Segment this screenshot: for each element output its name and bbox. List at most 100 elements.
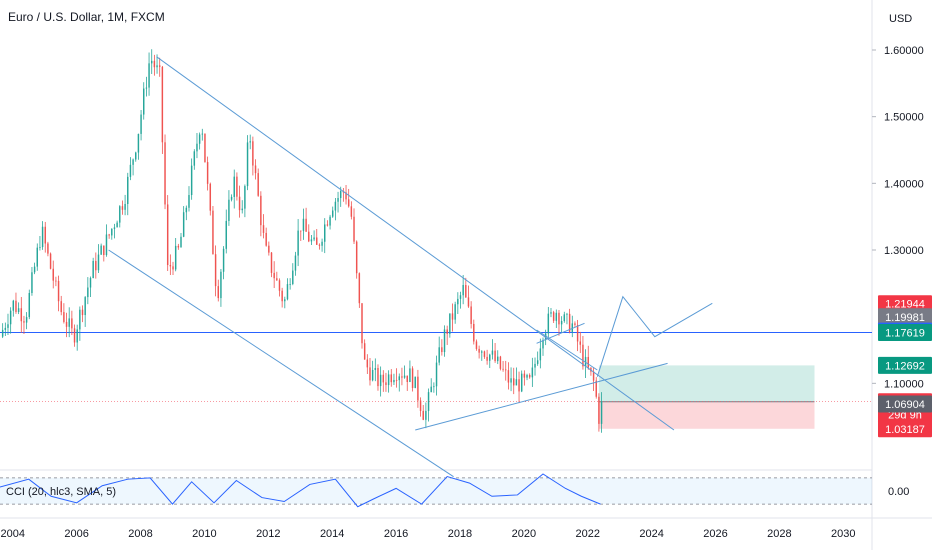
candle-body [385,382,387,386]
candle-body [39,247,41,248]
candle-body [403,375,406,378]
candle-body [214,254,217,287]
candle-body [209,183,212,211]
candle [497,350,499,365]
y-tick-label: 1.60000 [884,45,924,57]
candle-body [135,152,137,160]
candle-body [246,142,249,187]
candle [4,322,7,336]
candle [23,315,25,335]
candle [361,303,363,349]
candle-body [555,312,558,321]
candle-body [68,318,70,327]
candle [284,296,286,309]
candle-body [382,374,385,383]
candle [158,57,161,77]
candle-body [4,327,7,330]
candle [41,221,44,250]
price-tag: 1.19981 [878,308,932,326]
candle-body [284,299,286,302]
candle [409,360,411,383]
candle-body [188,195,190,208]
candle [206,156,209,191]
candle-body [587,356,589,368]
candle-body [536,360,539,364]
candle [76,324,78,351]
trendline-drawings[interactable] [108,56,713,478]
candle [49,252,52,270]
price-tag-label: 1.17619 [885,328,925,340]
candle-body [153,60,156,68]
candle [270,251,273,278]
candle-body [220,271,222,299]
candle [510,367,512,392]
candle-body [321,241,323,246]
candle [430,378,432,393]
price-axis[interactable]: USD 1.60000 1.50000 1.40000 1.30000 1.10000 [872,13,924,390]
candle [60,295,62,316]
price-tag-label: 1.12692 [885,360,925,372]
candle-body [454,304,456,320]
cci-indicator-label[interactable]: CCI (20, hlc3, SMA, 5) [6,486,117,498]
candle-body [409,368,411,382]
candle-body [483,351,486,357]
candle-body [180,236,182,248]
candle [324,218,326,254]
candle [483,350,486,359]
candle [313,230,315,242]
y-tick-label: 1.50000 [884,112,924,124]
candle [31,266,33,296]
candle [137,133,140,160]
candle-body [230,196,233,200]
projection-path [596,295,713,377]
candle-body [395,379,398,381]
candle [246,135,249,191]
candle-body [97,254,100,271]
candle [350,201,353,220]
candle [33,262,36,275]
candle-body [398,376,400,381]
candle-body [449,313,451,334]
candle-body [574,323,576,325]
candle [182,206,185,238]
candle-body [475,341,478,349]
candle-body [510,378,512,383]
candle [52,260,54,289]
candle-body [276,278,278,281]
price-tag: 1.06904 [878,395,932,413]
candle-body [457,298,459,305]
candle [260,191,262,237]
candle-body [542,339,544,349]
candle [518,371,520,404]
candle-body [584,356,587,367]
candle-body [108,234,110,236]
candle [262,214,265,239]
price-tag: 1.12692 [878,356,932,374]
candle [113,223,116,239]
price-tag: 1.17619 [878,324,932,342]
candle-body [31,272,33,294]
candle-body [515,379,518,386]
candle [140,110,142,141]
candle [369,357,371,386]
candle-body [459,295,462,299]
candle-body [166,204,169,265]
candle-body [265,232,267,246]
candle-body [286,284,289,300]
candle [528,373,531,379]
lower-channel-line [108,249,454,478]
price-tag-label: 1.06904 [885,399,925,411]
x-tick-label: 2012 [256,528,280,540]
candle [105,224,108,257]
candle [17,302,20,315]
long-position-tool[interactable] [598,365,815,429]
candle [217,279,219,302]
candle-body [143,88,145,115]
short-diagonal [536,329,598,371]
candle-body [148,63,150,88]
time-axis[interactable]: 2004 2006 2008 2010 2012 2014 2016 2018 2020 2022… [1,528,856,540]
candle [150,49,153,74]
candle [393,373,395,386]
y-tick-label: 1.40000 [884,178,924,190]
